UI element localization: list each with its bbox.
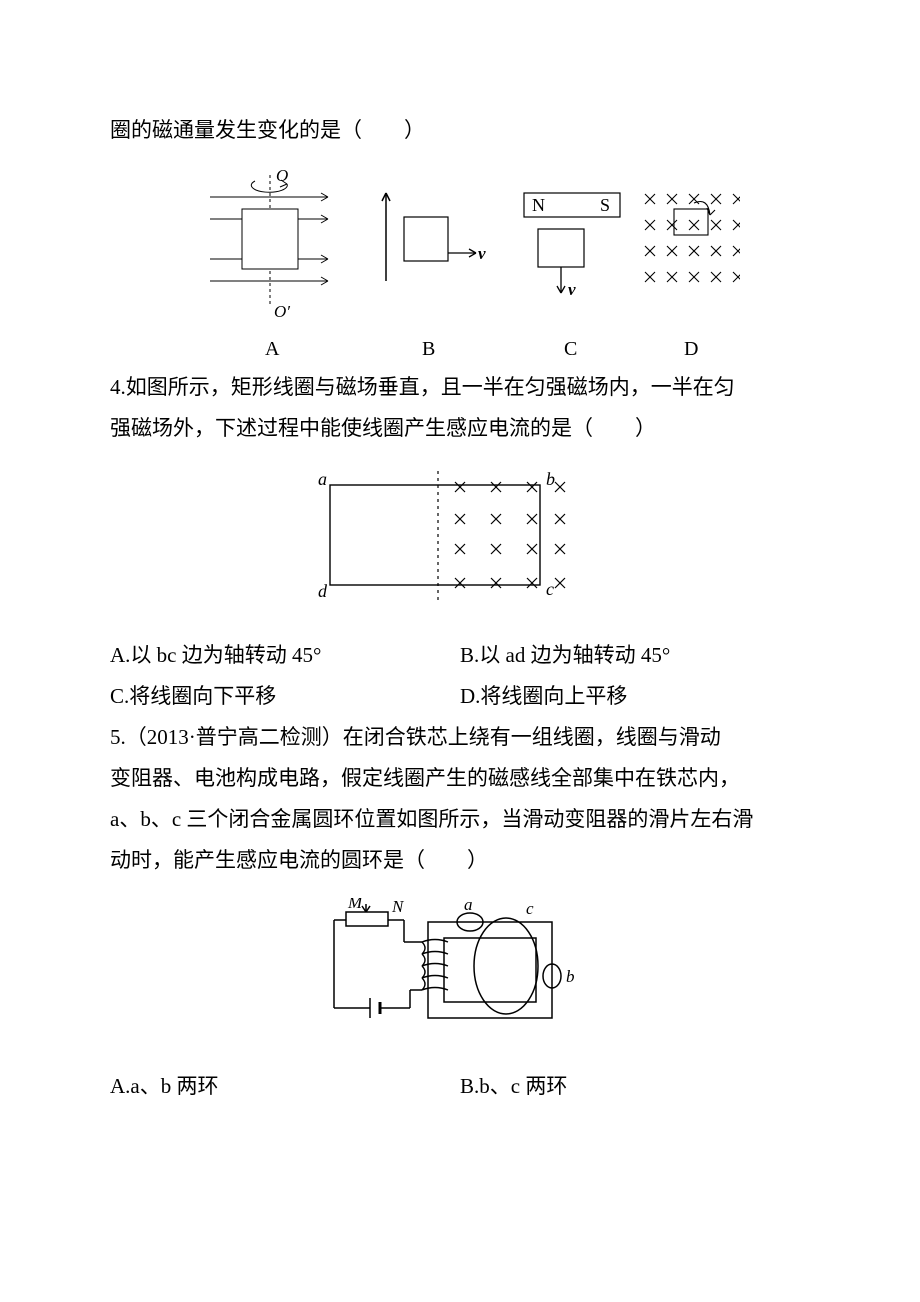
- svg-text:O′: O′: [274, 302, 290, 321]
- q5-figure: M N a b c: [110, 898, 810, 1048]
- svg-text:v: v: [568, 280, 576, 299]
- q5-svg: M N a b c: [310, 898, 610, 1048]
- svg-text:c: c: [546, 579, 554, 599]
- q3-label-a: A: [265, 338, 280, 360]
- q5-options-row1: A.a、b 两环 B.b、c 两环: [110, 1066, 810, 1107]
- q5-option-a: A.a、b 两环: [110, 1066, 460, 1107]
- q4-option-b: B.以 ad 边为轴转动 45°: [460, 635, 810, 676]
- svg-text:N: N: [532, 195, 545, 215]
- svg-text:M: M: [347, 898, 363, 912]
- q5-stem-2: 变阻器、电池构成电路，假定线圈产生的磁感线全部集中在铁芯内，: [110, 758, 810, 799]
- svg-text:b: b: [566, 967, 575, 986]
- q3-stem: 圈的磁通量发生变化的是（ ）: [110, 110, 810, 151]
- q3-label-d: D: [684, 338, 698, 360]
- q5-stem-1: 5.（2013·普宁高二检测）在闭合铁芯上绕有一组线圈，线圈与滑动: [110, 717, 810, 758]
- svg-text:v: v: [478, 244, 486, 263]
- svg-text:N: N: [391, 898, 405, 916]
- q3-figure-row: O O′ A: [110, 165, 810, 365]
- page: 圈的磁通量发生变化的是（ ） O O′: [0, 0, 920, 1197]
- q3-label-b: B: [422, 338, 435, 360]
- q5-stem-3: a、b、c 三个闭合金属圆环位置如图所示，当滑动变阻器的滑片左右滑: [110, 799, 810, 840]
- q5-option-b: B.b、c 两环: [460, 1066, 810, 1107]
- svg-text:a: a: [464, 898, 473, 914]
- svg-text:a: a: [318, 469, 327, 489]
- q4-stem-1: 4.如图所示，矩形线圈与磁场垂直，且一半在匀强磁场内，一半在匀: [110, 367, 810, 408]
- q4-figure: a b c d: [110, 467, 810, 617]
- svg-text:c: c: [526, 899, 534, 918]
- q4-svg: a b c d: [310, 467, 610, 617]
- q3-label-c: C: [564, 338, 577, 360]
- q5-stem-4: 动时，能产生感应电流的圆环是（ ）: [110, 840, 810, 881]
- q4-option-a: A.以 bc 边为轴转动 45°: [110, 635, 460, 676]
- q4-option-c: C.将线圈向下平移: [110, 676, 460, 717]
- q4-option-d: D.将线圈向上平移: [460, 676, 810, 717]
- svg-text:b: b: [546, 469, 555, 489]
- svg-text:d: d: [318, 581, 328, 601]
- q3-svg: O O′ A: [180, 165, 740, 365]
- q4-options-row1: A.以 bc 边为轴转动 45° B.以 ad 边为轴转动 45°: [110, 635, 810, 676]
- svg-text:S: S: [600, 195, 610, 215]
- svg-text:O: O: [276, 166, 288, 185]
- q4-options-row2: C.将线圈向下平移 D.将线圈向上平移: [110, 676, 810, 717]
- q4-stem-2: 强磁场外，下述过程中能使线圈产生感应电流的是（ ）: [110, 408, 810, 449]
